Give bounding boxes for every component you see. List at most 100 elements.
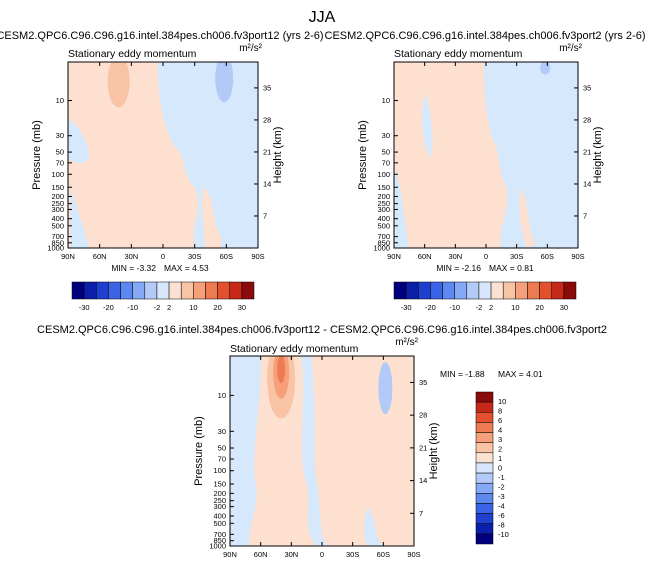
colorbar-tick-label: 30 (560, 303, 568, 312)
y-tick-label: 50 (382, 148, 390, 157)
y-tick-label: 30 (218, 427, 226, 436)
colorbar-box (405, 281, 419, 300)
y-right-axis-label: Height (km) (428, 423, 440, 480)
units-label: m²/s² (239, 43, 262, 54)
colorbar-box (229, 281, 243, 300)
colorbar-tick-label: 3 (498, 435, 502, 444)
colorbar-box (156, 281, 170, 300)
colorbar-box (418, 281, 431, 300)
colorbar-box (563, 281, 577, 300)
colorbar-tick-label: 10 (498, 397, 506, 406)
colorbar-box (241, 281, 255, 300)
x-tick-label: 30S (510, 252, 523, 261)
y-tick-label: 700 (377, 232, 390, 241)
units-label: m²/s² (395, 337, 418, 348)
x-tick-label: 90N (223, 550, 237, 559)
colorbar-box (527, 281, 540, 300)
y-tick-label: 250 (213, 496, 226, 505)
chart-title: CESM2.QPC6.C96.C96.g16.intel.384pes.ch00… (37, 324, 607, 336)
x-tick-label: 90S (571, 252, 584, 261)
x-tick-label: 60S (220, 252, 233, 261)
colorbar-tick-label: 4 (498, 426, 502, 435)
colorbar-tick-label: 1 (498, 454, 502, 463)
y-tick-label: 50 (56, 148, 64, 157)
y-tick-label: 200 (213, 489, 226, 498)
region-negative (157, 62, 258, 248)
y-tick-label: 10 (56, 96, 64, 105)
y-tick-label: 70 (56, 158, 64, 167)
min-label: MIN = -1.88 (440, 369, 485, 379)
y-right-tick-label: 35 (583, 83, 591, 92)
y-tick-label: 300 (213, 502, 226, 511)
colorbar-box (120, 281, 133, 300)
colorbar-tick-label: -1 (498, 473, 505, 482)
colorbar-box (475, 391, 494, 403)
x-tick-label: 30S (346, 550, 359, 559)
x-tick-label: 60N (254, 550, 268, 559)
y-tick-label: 150 (51, 183, 64, 192)
y-tick-label: 30 (56, 131, 64, 140)
y-right-tick-label: 7 (263, 211, 267, 220)
y-tick-label: 100 (377, 170, 390, 179)
y-right-axis-label: Height (km) (592, 127, 604, 184)
colorbar-tick-label: -10 (127, 303, 138, 312)
y-tick-label: 150 (213, 479, 226, 488)
y-right-tick-label: 7 (419, 509, 423, 518)
colorbar-box (144, 281, 158, 300)
colorbar-tick-label: -2 (498, 483, 505, 492)
y-tick-label: 400 (377, 214, 390, 223)
colorbar-tick-label: 2 (167, 303, 171, 312)
region-negative (422, 93, 433, 158)
colorbar-tick-label: -3 (498, 492, 505, 501)
colorbar-box (475, 472, 494, 484)
y-tick-label: 250 (51, 199, 64, 208)
colorbar-box (478, 281, 492, 300)
colorbar-box (475, 462, 494, 474)
colorbar-tick-label: -6 (498, 511, 505, 520)
y-right-tick-label: 35 (263, 83, 271, 92)
max-label: MAX = 4.53 (164, 263, 209, 273)
y-tick-label: 850 (213, 536, 226, 545)
colorbar-tick-label: 6 (498, 416, 502, 425)
x-tick-label: 0 (320, 550, 324, 559)
colorbar-box (539, 281, 552, 300)
chart-subtitle: Stationary eddy momentum (230, 343, 359, 355)
max-label: MAX = 0.81 (489, 263, 534, 273)
colorbar-box (180, 281, 194, 300)
colorbar-box (96, 281, 109, 300)
feature-min (540, 62, 551, 75)
colorbar-box (475, 533, 494, 545)
colorbar-box (475, 432, 494, 443)
y-axis-label: Pressure (mb) (31, 120, 43, 190)
heatmap-field (394, 62, 578, 248)
y-tick-label: 70 (382, 158, 390, 167)
colorbar-box (454, 281, 468, 300)
colorbar-tick-label: -4 (498, 502, 505, 511)
x-tick-label: 0 (484, 252, 488, 261)
x-tick-label: 30S (188, 252, 201, 261)
colorbar-box (475, 412, 494, 423)
colorbar-box (475, 482, 494, 494)
colorbar-tick-label: 10 (511, 303, 519, 312)
chart-title: CESM2.QPC6.C96.C96.g16.intel.384pes.ch00… (325, 30, 645, 42)
colorbar-tick-label: 20 (213, 303, 221, 312)
feature-max (107, 62, 130, 108)
x-tick-label: 60N (418, 252, 432, 261)
region-negative (70, 187, 90, 248)
y-tick-label: 50 (218, 444, 226, 453)
colorbar: -30 -20 -10 -2 2 10 20 30 (71, 281, 255, 312)
colorbar-tick-label: -2 (476, 303, 483, 312)
chart-subtitle: Stationary eddy momentum (68, 48, 197, 60)
colorbar-box (168, 281, 182, 300)
y-tick-label: 250 (377, 199, 390, 208)
x-tick-label: 90S (407, 550, 420, 559)
colorbar-tick-label: -30 (401, 303, 412, 312)
y-tick-label: 1000 (373, 244, 390, 253)
y-tick-label: 10 (382, 96, 390, 105)
colorbar-box (475, 513, 494, 524)
heatmap-field (230, 356, 414, 546)
chart-subtitle: Stationary eddy momentum (394, 48, 523, 60)
x-tick-label: 90N (387, 252, 401, 261)
colorbar-box (490, 281, 504, 300)
